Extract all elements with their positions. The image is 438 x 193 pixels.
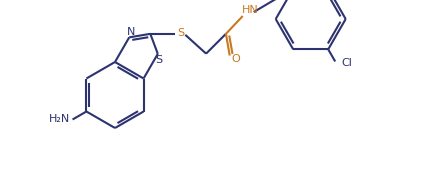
Text: HN: HN (242, 5, 259, 15)
Text: S: S (178, 28, 185, 38)
Text: S: S (155, 55, 162, 65)
Text: Cl: Cl (341, 58, 352, 69)
Text: N: N (127, 27, 135, 37)
Text: O: O (231, 53, 240, 63)
Text: H₂N: H₂N (49, 114, 71, 124)
